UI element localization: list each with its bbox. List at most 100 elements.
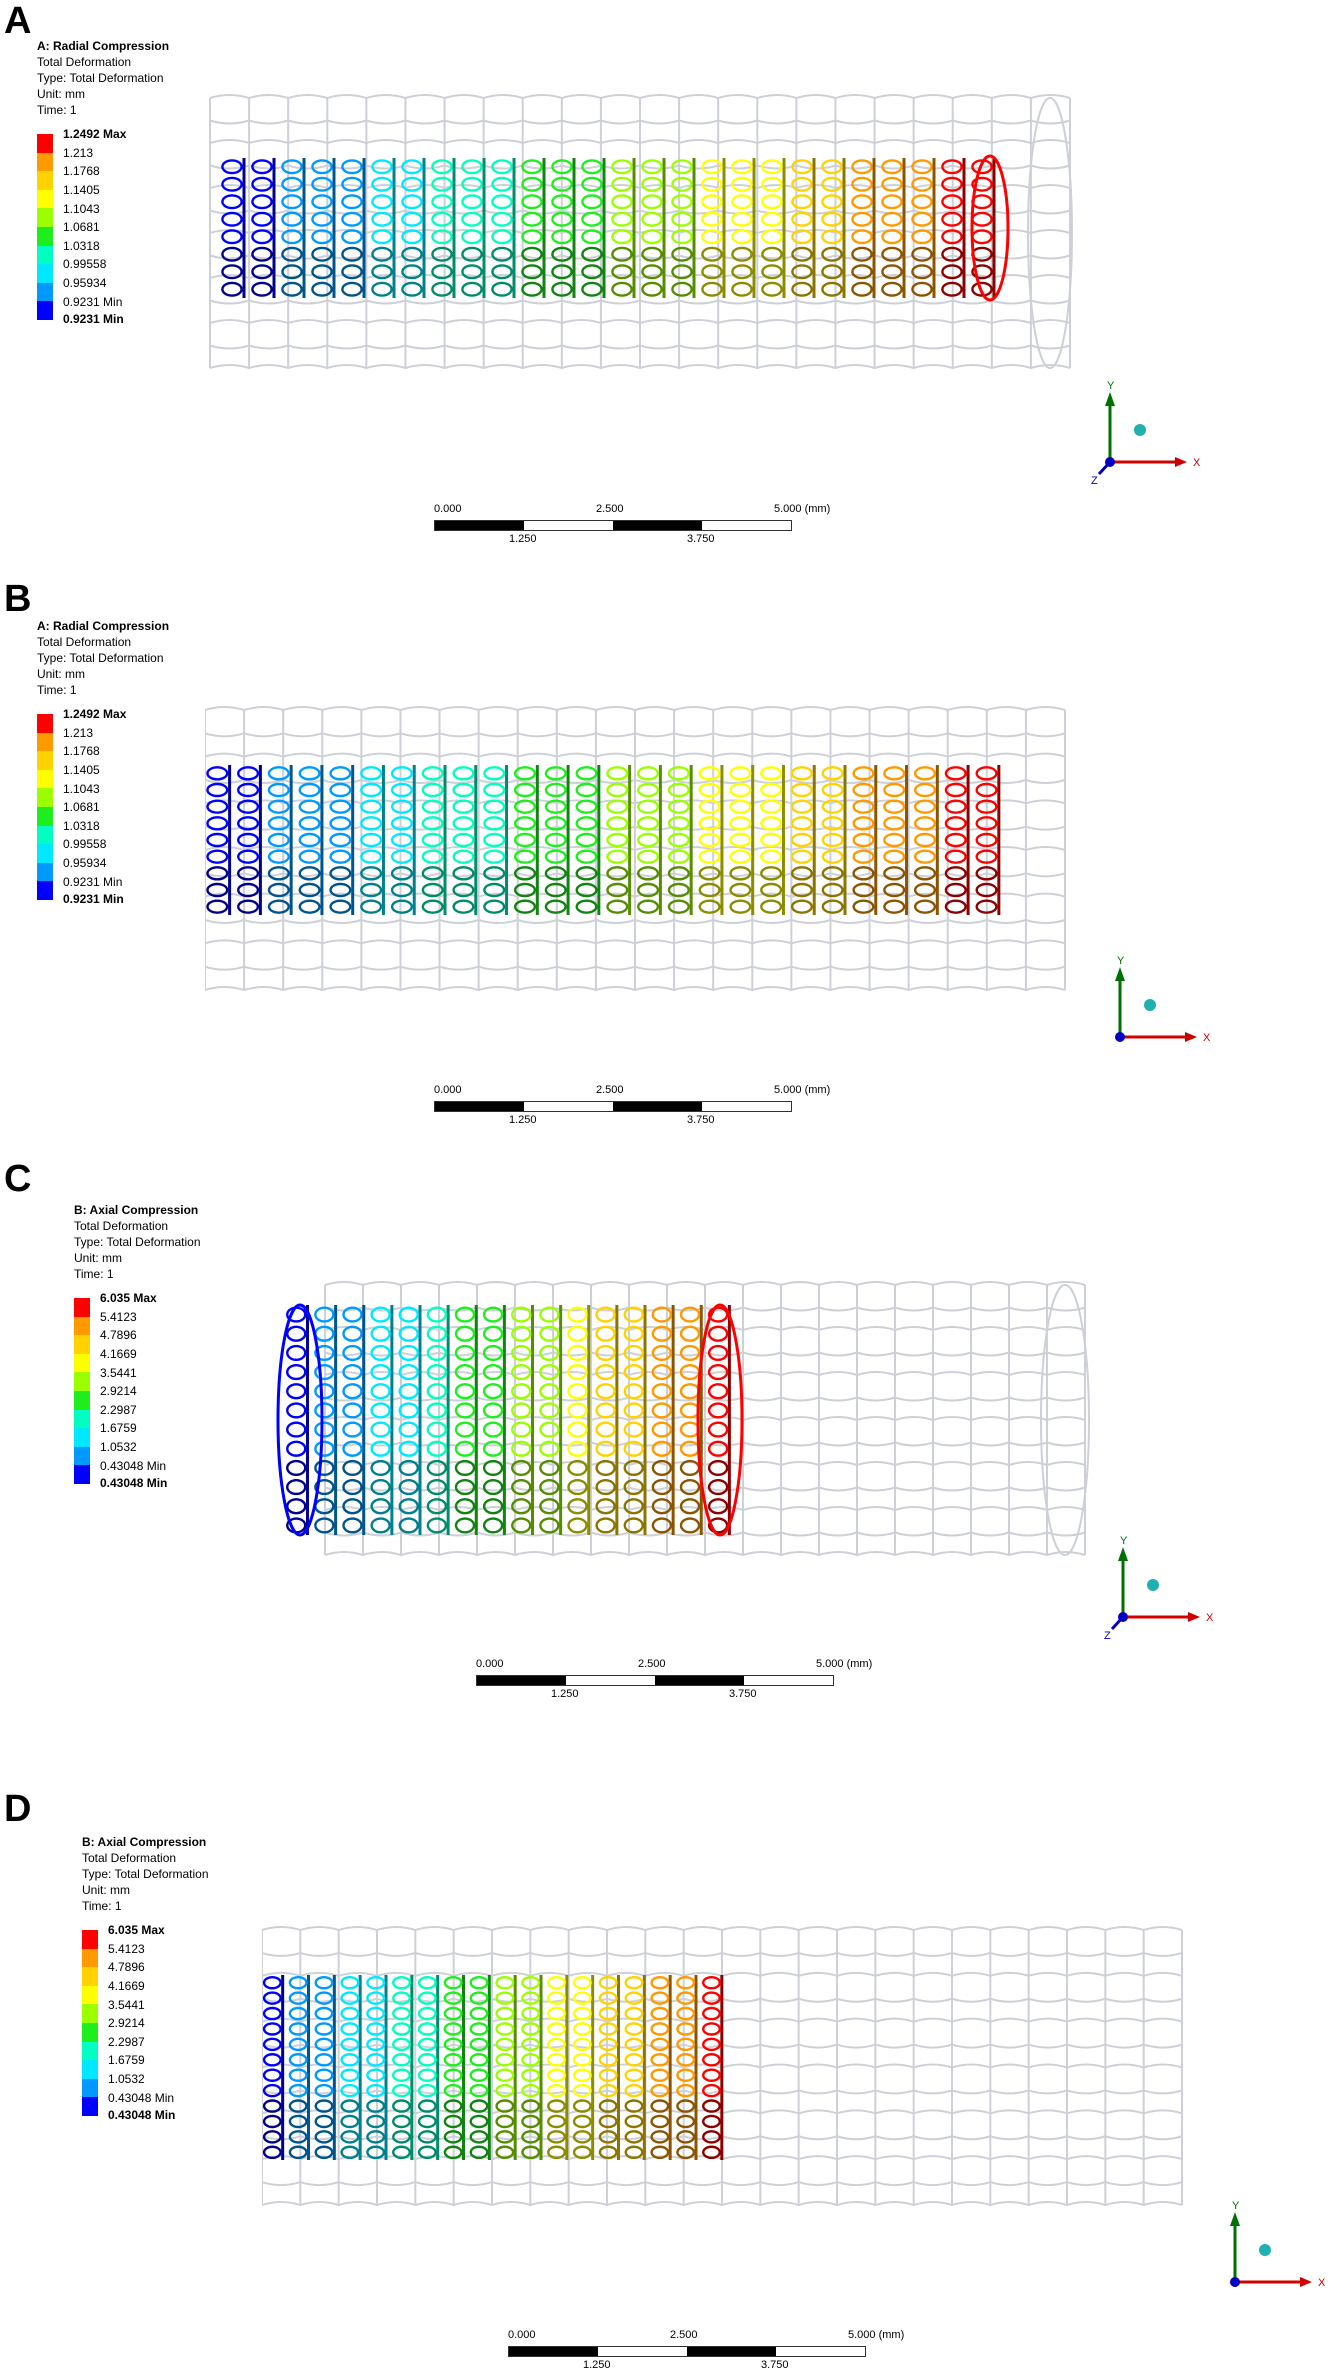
stent-cell	[286, 1459, 307, 1477]
stent-cell	[360, 766, 383, 781]
stent-cell	[340, 2053, 360, 2067]
mesh-link	[205, 846, 1066, 852]
stent-cell	[311, 246, 333, 262]
color-swatch	[37, 245, 53, 265]
stent-cell	[624, 1991, 644, 2005]
stent-cell	[551, 229, 573, 245]
stent-cell	[511, 1363, 532, 1381]
stent-cell	[701, 229, 723, 245]
mesh-link	[205, 778, 1066, 784]
stent-cell	[511, 1440, 532, 1457]
stent-cell	[637, 882, 660, 898]
stent-cell	[702, 2037, 721, 2052]
scale-row: 1.0532	[74, 1440, 201, 1466]
stent-cell	[366, 2099, 386, 2113]
stent-cell	[611, 229, 633, 245]
stent-cell	[398, 1344, 419, 1362]
stent-cell	[237, 849, 260, 864]
stent-cell	[521, 2130, 541, 2144]
stent-cell	[206, 899, 229, 914]
stent-cell	[314, 2037, 334, 2052]
stent-cell	[452, 782, 475, 798]
scale-row: 1.6759	[82, 2053, 209, 2079]
mesh-link	[205, 752, 1066, 758]
stent-cell	[606, 849, 629, 864]
stent-cell	[311, 159, 333, 175]
stent-cell	[421, 766, 444, 781]
stent-cell	[729, 832, 752, 848]
stent-cell	[881, 229, 903, 245]
stent-cell	[371, 264, 393, 280]
stent-cell	[370, 1498, 391, 1515]
view-ball-icon	[1259, 2244, 1271, 2256]
stent-cell	[431, 229, 453, 245]
scale-row: 2.9214	[74, 1384, 201, 1410]
stent-cell	[702, 2130, 721, 2144]
stent-cell	[539, 1383, 560, 1400]
stent-cell	[651, 1459, 673, 1477]
stent-cell	[575, 899, 598, 914]
stent-cell	[262, 2083, 282, 2098]
stent-cell	[544, 832, 567, 848]
stent-cell	[637, 832, 660, 848]
scale-row: 1.0681	[37, 220, 169, 246]
stent-cell	[567, 1402, 588, 1419]
scale-bar: 0.000 2.500 5.000 (mm) 1.250 3.750	[434, 1084, 830, 1134]
stent-cell	[521, 2145, 541, 2160]
stent-cell	[624, 2083, 644, 2098]
stent-cell	[286, 1402, 307, 1419]
stent-cell	[707, 1306, 729, 1323]
stent-cell	[881, 159, 903, 175]
stent-cell	[944, 782, 967, 798]
stent-cell	[360, 782, 383, 798]
stent-cell	[454, 1498, 476, 1515]
scale-row: 1.6759	[74, 1421, 201, 1447]
stent-cell	[623, 1306, 644, 1323]
stent-cell	[650, 2114, 670, 2129]
stent-cell	[679, 1478, 701, 1496]
stent-cell	[581, 264, 603, 280]
stent-cell	[941, 264, 963, 280]
stent-cell	[941, 229, 963, 245]
stent-cell	[443, 2053, 463, 2067]
stent-cell	[941, 281, 963, 297]
stent-cell	[431, 194, 453, 210]
stent-cell	[281, 159, 303, 175]
scale-label: 1.2492 Max	[63, 127, 127, 142]
stent-cell	[595, 1478, 616, 1496]
stent-cell	[821, 176, 843, 192]
stent-cell	[443, 2083, 463, 2098]
stent-cell	[911, 281, 933, 297]
stent-cell	[679, 1325, 701, 1342]
scale-bar-segment	[524, 1102, 613, 1111]
scale-min-label: 0.9231 Min	[63, 892, 124, 906]
stent-cell	[667, 849, 690, 864]
stent-cell	[702, 2083, 721, 2098]
scale-label: 1.213	[63, 725, 94, 740]
stent-cell	[469, 2083, 489, 2098]
stent-cell	[221, 281, 243, 297]
stent-cell	[426, 1478, 448, 1496]
z-axis-label: Z	[1091, 475, 1098, 487]
scale-tick-label: 2.500	[596, 1084, 624, 1096]
stent-cell	[598, 2099, 618, 2113]
stent-cell	[421, 849, 444, 864]
color-swatch	[82, 1967, 98, 1986]
stent-cell	[637, 816, 660, 831]
stent-cell	[454, 1344, 476, 1362]
stent-cell	[547, 2037, 566, 2052]
stent-cell	[469, 2145, 489, 2160]
legend-line: Time: 1	[37, 103, 77, 117]
stent-cell	[392, 2006, 411, 2021]
stent-cell	[707, 1478, 729, 1496]
stent-cell	[461, 159, 483, 175]
mesh-link	[209, 344, 1071, 350]
x-arrow-head	[1300, 2277, 1312, 2287]
stent-cell	[975, 816, 998, 831]
stent-cell	[729, 899, 752, 914]
scale-bar-segment	[509, 2347, 598, 2356]
color-swatch	[74, 1390, 90, 1410]
stent-cell	[547, 2145, 566, 2160]
stent-cell	[611, 159, 633, 175]
stent-cell	[443, 2099, 463, 2113]
